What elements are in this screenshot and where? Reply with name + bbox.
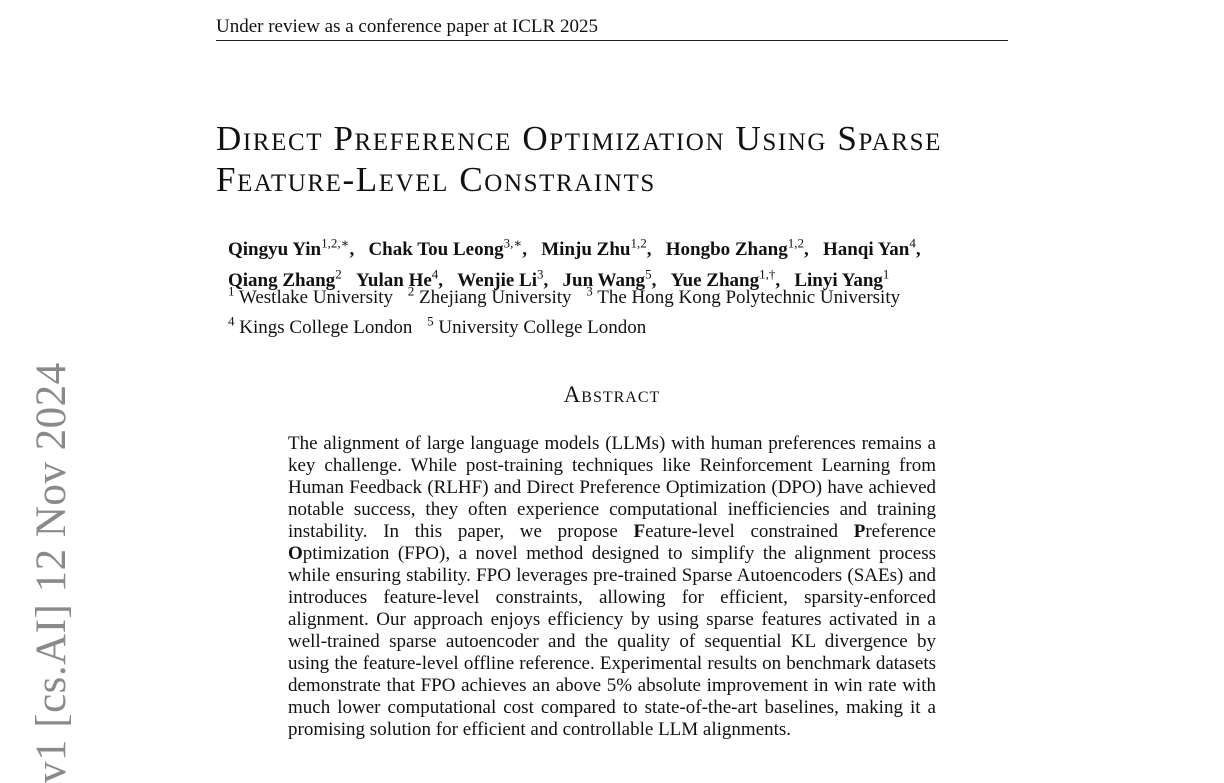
affiliation: 3 The Hong Kong Polytechnic University [586,284,901,309]
running-header: Under review as a conference paper at IC… [216,16,1008,41]
author: Yue Zhang1,†, [670,266,781,291]
author: Minju Zhu1,2, [541,236,652,261]
author: Qingyu Yin1,2,∗, [228,236,355,261]
author: Hanqi Yan4, [822,236,921,261]
author-list: Qingyu Yin1,2,∗, Chak Tou Leong3,∗, Minj… [228,232,1018,293]
arxiv-sidebar-stamp: v1 [cs.AI] 12 Nov 2024 [28,362,75,783]
author: Jun Wang5, [562,266,657,291]
author: Yulan He4, [355,266,444,291]
title-line-1: Direct Preference Optimization Using Spa… [216,119,943,158]
abstract-heading: Abstract [563,382,661,407]
affiliation: 4 Kings College London [228,313,413,338]
affiliation: 1 Westlake University [228,284,394,309]
abstract-text: The alignment of large language models (… [288,433,936,740]
author: Linyi Yang1 [794,266,890,291]
author: Hongbo Zhang1,2, [665,236,809,261]
paper-title: Direct Preference Optimization Using Spa… [216,118,1016,200]
author: Chak Tou Leong3,∗, [368,236,527,261]
affiliation-list: 1 Westlake University 2 Zhejiang Univers… [228,280,1018,339]
author: Qiang Zhang2 [228,266,342,291]
author: Wenjie Li3, [457,266,549,291]
affiliation: 2 Zhejiang University [407,284,572,309]
title-line-2: Feature-Level Constraints [216,160,656,199]
affiliation: 5 University College London [427,313,647,338]
